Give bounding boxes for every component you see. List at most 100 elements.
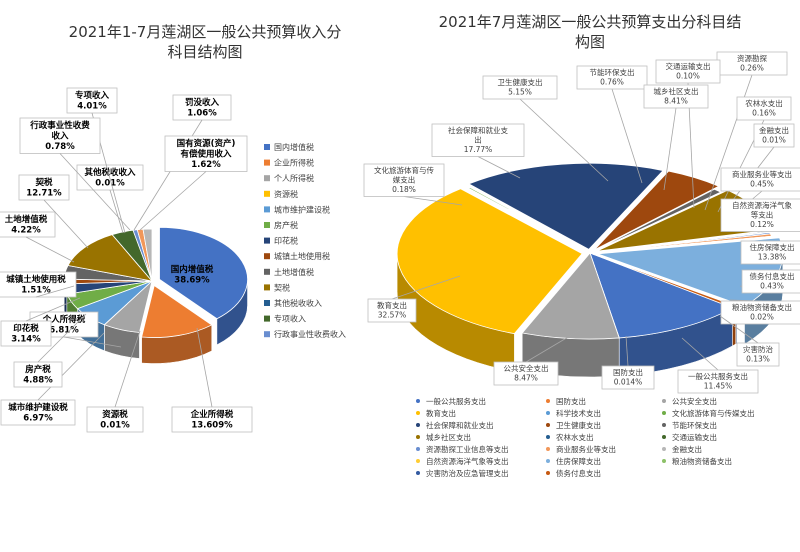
chart2-callout-social-leader — [477, 156, 521, 179]
chart1-slice — [142, 228, 153, 282]
chart2-slice — [467, 187, 591, 254]
chart1-label-urban-text: 6.97% — [23, 414, 53, 424]
chart1-label-othertax-text: 0.01% — [95, 179, 125, 189]
chart1-label-deed-text: 契税 — [34, 177, 53, 188]
chart1-label-admin-text: 0.78% — [45, 142, 75, 152]
chart2-callout-exploration-text: 资源勘探 — [737, 53, 767, 63]
chart2-callout-commerce-text: 0.45% — [750, 180, 774, 189]
chart2-callout-culture-text: 0.18% — [392, 185, 416, 194]
chart2-callout-social-text: 社会保障和就业支 — [448, 125, 508, 135]
chart2-callout-agri-text: 0.16% — [752, 109, 776, 118]
chart2-callout-natural-text: 自然资源海洋气象 — [732, 200, 792, 210]
chart2-slice — [521, 252, 620, 340]
chart1-legend-swatch — [264, 315, 270, 322]
chart2-legend-label: 农林水支出 — [556, 432, 594, 442]
chart1-label-stateasset-text: 1.62% — [191, 160, 221, 170]
chart1-legend-swatch — [264, 253, 270, 260]
chart1-label-special-text: 4.01% — [77, 102, 107, 112]
chart2-callout-education-text: 32.57% — [378, 311, 407, 320]
chart2-callout-natural-text: 0.12% — [750, 220, 774, 229]
chart2-legend-swatch — [546, 423, 550, 427]
chart2-title: 2021年7月莲湖区一般公共预算支出分科目结 构图 — [400, 12, 780, 52]
chart1-legend-label: 资源税 — [274, 189, 298, 199]
chart2-legend-label: 住房保障支出 — [556, 456, 601, 466]
chart2-callout-general-leader — [681, 337, 719, 371]
chart2-legend-label: 社会保障和就业支出 — [426, 420, 494, 430]
chart1-label-urban-box — [0, 399, 76, 426]
chart1-legend-label: 企业所得税 — [274, 158, 314, 168]
chart2-legend-swatch — [416, 411, 420, 415]
chart2-callout-general-text: 11.45% — [704, 382, 733, 391]
chart1-label-stamp-text: 印花税 — [13, 323, 39, 334]
chart1-label-resource-leader — [114, 330, 141, 408]
chart1-legend-swatch — [264, 222, 270, 228]
chart2-callout-security-leader — [525, 329, 581, 363]
chart1-label-stateasset-leader — [139, 171, 207, 231]
chart2-legend-label: 公共安全支出 — [672, 396, 717, 406]
chart1-label-cit-text: 13.609% — [191, 421, 233, 431]
chart2-callout-transport-box — [655, 59, 721, 84]
chart1-legend-swatch — [264, 331, 270, 338]
chart2-callout-education-text: 教育支出 — [377, 300, 407, 310]
chart1-slice — [141, 284, 213, 338]
chart2-legend-label: 卫生健康支出 — [556, 420, 601, 430]
chart1-label-property-text: 4.88% — [23, 376, 53, 386]
chart2-callout-urban-box — [643, 84, 709, 109]
chart1-legend-swatch — [264, 159, 270, 166]
chart2-legend-label: 灾害防治及应急管理支出 — [426, 468, 509, 478]
chart2-legend-swatch — [416, 447, 420, 451]
chart2-callout-education-box — [367, 298, 417, 323]
chart1-label-special-box — [66, 87, 118, 114]
chart1-title-line2: 科目结构图 — [167, 43, 243, 61]
chart2-legend-swatch — [416, 423, 420, 427]
chart2-callout-health-text: 卫生健康支出 — [498, 77, 543, 87]
chart2-slice — [467, 162, 664, 250]
chart2-callout-urban-text: 城乡社区支出 — [654, 86, 699, 96]
chart2-legend-label: 文化旅游体育与传媒支出 — [672, 408, 755, 418]
chart2-legend-label: 自然资源海洋气象等支出 — [426, 456, 509, 466]
chart1-label-landvat-text: 4.22% — [11, 226, 41, 236]
chart2-callout-defense-box — [601, 365, 655, 390]
chart1-label-vat-text: 国内增值税 — [171, 264, 214, 275]
chart2-callout-defense-leader — [625, 335, 629, 367]
chart2-legend-swatch — [416, 435, 420, 439]
chart2-callout-social-box — [431, 123, 525, 157]
chart2-slice — [589, 235, 773, 254]
chart1-label-fines-text: 罚没收入 — [185, 97, 220, 108]
chart2-callout-health-box — [482, 75, 558, 100]
chart2-callout-debt-text: 债务付息支出 — [750, 271, 795, 281]
chart2-callout-defense-text: 国防支出 — [613, 367, 643, 377]
chart1-slice — [67, 234, 154, 282]
chart1-label-cit-box — [171, 406, 253, 433]
chart1-pie — [63, 226, 248, 364]
chart2-callout-energy-leader — [611, 88, 643, 184]
chart2-callout-exploration-text: 0.26% — [740, 64, 764, 73]
chart1-label-stateasset-text: 国有资源(资产) — [177, 138, 236, 149]
chart1-label-resource-box — [86, 406, 144, 433]
chart2-callout-housing-text: 住房保障支出 — [750, 242, 795, 252]
chart1-legend-swatch — [264, 190, 270, 197]
chart2-legend-label: 科学技术支出 — [556, 408, 601, 418]
chart2-callout-housing-text: 13.38% — [758, 253, 787, 262]
chart2-callout-security-text: 8.47% — [514, 374, 538, 383]
chart1-label-admin-text: 收入 — [51, 131, 69, 142]
chart2-callout-agri-text: 农林水支出 — [745, 98, 783, 108]
chart1-label-resource-text: 资源税 — [102, 409, 128, 420]
chart2-callout-housing-box — [740, 240, 800, 265]
chart1-legend-swatch — [264, 300, 270, 306]
chart2-callout-culture-leader — [403, 196, 463, 206]
